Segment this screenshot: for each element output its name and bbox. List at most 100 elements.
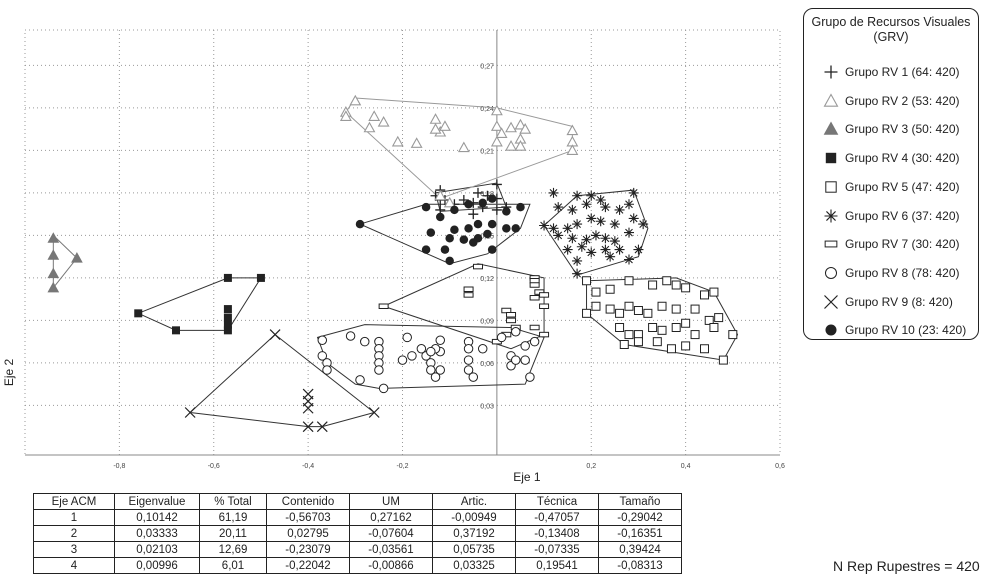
data-point: [600, 233, 611, 244]
data-point: [709, 323, 719, 332]
data-point: [483, 229, 492, 239]
table-cell: 0,03325: [432, 557, 516, 574]
data-point: [378, 383, 389, 394]
data-point: [566, 144, 579, 155]
data-point: [355, 375, 365, 385]
data-point: [269, 329, 281, 341]
table-cell: 20,11: [199, 525, 267, 542]
data-point: [519, 123, 532, 134]
legend-label: Grupo RV 5 (47: 420): [845, 179, 960, 194]
data-point: [566, 124, 579, 136]
data-point: [595, 195, 606, 205]
data-point: [582, 276, 592, 286]
data-point: [525, 372, 535, 382]
data-point: [671, 304, 681, 314]
table-cell: 0,02103: [114, 541, 200, 558]
col-header: % Total: [199, 493, 267, 510]
axes: -0,8 -0,6 -0,4 -0,2 0,2 0,4 0,6 0,27 0,24 0,21 0,1…: [2, 30, 785, 484]
data-point: [823, 93, 839, 107]
table-cell: 0,27162: [349, 509, 433, 526]
data-point: [490, 120, 503, 131]
legend-marker-icon: [823, 93, 839, 107]
data-point: [429, 113, 442, 124]
data-point: [600, 202, 611, 213]
legend-item: Grupo RV 5 (47: 420): [804, 176, 978, 198]
data-point: [539, 303, 550, 309]
data-point: [430, 372, 441, 382]
x-tick-label: 0,6: [775, 463, 785, 470]
data-point: [416, 344, 427, 354]
data-point: [477, 344, 488, 354]
data-point: [825, 152, 837, 164]
y-tick-label: 0,09: [480, 318, 494, 325]
data-point: [581, 199, 592, 210]
data-point: [502, 224, 511, 233]
data-point: [529, 295, 540, 301]
data-point: [47, 281, 60, 293]
table-cell: 0,03333: [114, 525, 200, 542]
data-point: [824, 240, 838, 248]
data-point: [223, 326, 232, 335]
data-point: [614, 244, 625, 255]
data-point: [478, 198, 487, 208]
data-point: [648, 323, 658, 332]
data-point: [490, 135, 503, 147]
data-point: [378, 303, 389, 309]
data-point: [491, 204, 502, 215]
data-point: [628, 187, 639, 198]
data-point: [514, 118, 527, 130]
legend-marker-icon: [824, 240, 838, 248]
data-point: [505, 140, 517, 151]
data-point: [457, 141, 470, 153]
data-point: [511, 327, 521, 337]
table-cell: -0,23079: [266, 541, 350, 558]
legend-label: Grupo RV 4 (30: 420): [845, 151, 960, 166]
data-point: [302, 402, 314, 414]
data-point: [473, 219, 483, 229]
data-point: [624, 276, 634, 286]
data-point: [657, 301, 667, 311]
table-cell: -0,29042: [598, 509, 682, 526]
data-point: [439, 120, 451, 131]
data-point: [463, 286, 474, 292]
data-point: [47, 232, 60, 243]
data-point: [609, 236, 620, 247]
legend-item: Grupo RV 4 (30: 420): [804, 147, 978, 169]
data-point: [529, 324, 540, 331]
data-point: [520, 355, 530, 365]
data-point: [464, 200, 473, 209]
legend-marker-icon: [825, 152, 837, 164]
table-cell: 1: [33, 509, 115, 526]
data-point: [614, 204, 625, 215]
x-tick-label: 0,2: [586, 463, 596, 470]
data-point: [360, 336, 370, 347]
data-point: [363, 121, 376, 133]
data-point: [345, 331, 356, 341]
data-point: [468, 209, 479, 220]
data-point: [619, 340, 629, 349]
data-point: [445, 256, 454, 266]
legend-item: Grupo RV 9 (8: 420): [804, 291, 978, 313]
data-point: [591, 287, 601, 297]
table-cell: -0,56703: [266, 509, 350, 526]
data-point: [464, 224, 473, 233]
data-point: [463, 355, 474, 365]
table-cell: -0,07604: [349, 525, 433, 542]
table-cell: 61,19: [199, 509, 267, 526]
data-point: [591, 301, 601, 311]
table-cell: 2: [33, 525, 115, 542]
data-point: [714, 313, 724, 323]
data-point: [506, 317, 517, 324]
data-point: [223, 305, 232, 314]
table-cell: 0,39424: [598, 541, 682, 558]
data-point: [609, 219, 620, 230]
data-point: [628, 213, 639, 224]
data-point: [633, 306, 643, 315]
legend-marker-icon: [824, 266, 838, 279]
legend-label: Grupo RV 8 (78: 420): [845, 265, 960, 280]
data-point: [421, 202, 431, 212]
data-point: [495, 127, 508, 138]
legend-marker-icon: [824, 294, 838, 309]
data-point: [615, 308, 625, 318]
data-point: [317, 335, 328, 345]
